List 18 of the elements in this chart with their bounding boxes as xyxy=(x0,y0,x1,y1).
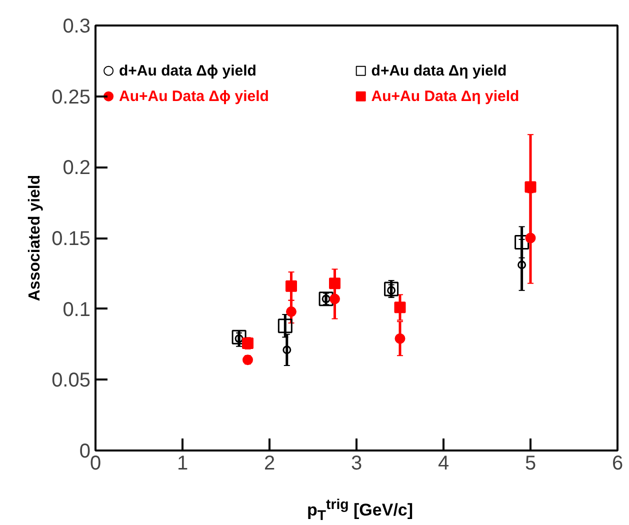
y-tick-label: 0.3 xyxy=(62,16,91,38)
x-axis-title: p$_{T}$$^{trig}$ [GeV/c] xyxy=(306,496,414,525)
y-tick-label: 0.05 xyxy=(52,370,91,392)
legend-label: Au+Au Data Δϕ yield xyxy=(118,88,269,105)
y-axis-title: Associated yield xyxy=(26,174,44,302)
legend-label: d+Au data Δη yield xyxy=(371,62,507,80)
legend-label: Au+Au Data Δη yield xyxy=(371,88,520,105)
y-tick-label: 0.1 xyxy=(62,298,91,321)
x-tick-label: 2 xyxy=(264,452,276,474)
y-tick-label: 0.15 xyxy=(52,228,91,250)
x-tick-label: 1 xyxy=(176,452,188,474)
y-tick-label: 0.25 xyxy=(52,86,91,108)
x-tick-label: 4 xyxy=(438,452,450,474)
x-tick-label: 3 xyxy=(350,452,362,474)
x-tick-label: 5 xyxy=(524,452,536,474)
legend-label: d+Au data Δϕ yield xyxy=(118,62,256,80)
y-tick-label: 0.2 xyxy=(62,157,91,180)
x-tick-label: 6 xyxy=(612,452,624,474)
